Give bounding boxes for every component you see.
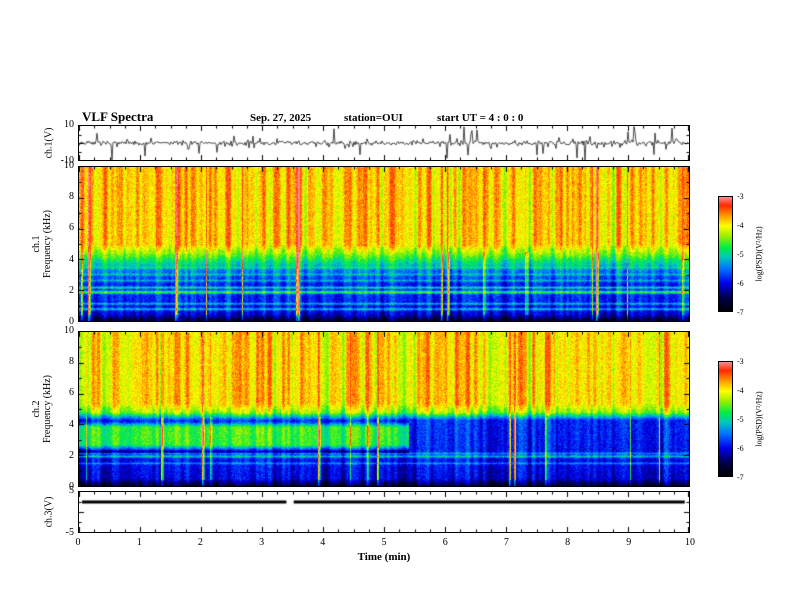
colorbar-ch1-label: log(PSD)(V²/Hz) [754, 226, 764, 282]
station-label: station=OUI [344, 112, 403, 124]
colorbar-ch1 [718, 196, 733, 312]
colorbar-tick-label: -4 [737, 221, 744, 230]
freq-tick-label: 10 [64, 325, 74, 336]
colorbar-tick-label: -4 [737, 386, 744, 395]
colorbar-ch2-label: log(PSD)(V²/Hz) [754, 391, 764, 447]
ch1-spectrogram-canvas [79, 167, 689, 321]
freq-tick-label: 8 [69, 356, 74, 368]
start-ut-label: start UT = 4 : 0 : 0 [437, 112, 524, 124]
colorbar-tick-label: -7 [737, 308, 744, 317]
colorbar-tick-label: -6 [737, 444, 744, 453]
colorbar-tick-label: -3 [737, 192, 744, 201]
ch2-spectrogram-canvas [79, 332, 689, 486]
date-label: Sep. 27, 2025 [250, 112, 312, 124]
ch1-spec-ylabel: ch.1 Frequency (kHz) [31, 210, 53, 278]
freq-tick-label: 2 [69, 284, 74, 296]
ch1-waveform-canvas [79, 126, 689, 160]
ch1-wave-ytick-min: -10 [60, 155, 74, 166]
ch3-ytick-min: -5 [65, 527, 74, 538]
freq-tick-label: 0 [69, 481, 74, 492]
x-tick-label: 5 [381, 537, 387, 548]
ch3-ytick-max: 5 [69, 485, 74, 496]
ch3-panel [78, 491, 690, 533]
x-tick-label: 8 [565, 537, 571, 548]
ch2-spec-ylabel-axis: Frequency (kHz) [42, 374, 53, 444]
ch2-spec-ylabel-channel: ch.2 [31, 400, 42, 418]
x-tick-label: 6 [442, 537, 448, 548]
ch1-spec-ylabel-axis: Frequency (kHz) [42, 209, 53, 279]
colorbar-ch2-canvas [719, 362, 732, 476]
x-tick-label: 4 [320, 537, 326, 548]
colorbar-ch1-canvas [719, 197, 732, 311]
ch1-wave-ytick-max: 10 [64, 119, 74, 130]
ch2-spectrogram-panel [78, 331, 690, 487]
colorbar-tick-label: -3 [737, 357, 744, 366]
freq-tick-label: 4 [69, 253, 74, 265]
ch1-spectrogram-panel [78, 166, 690, 322]
x-tick-label: 3 [259, 537, 265, 548]
freq-tick-label: 6 [69, 222, 74, 234]
freq-tick-label: 8 [69, 191, 74, 203]
colorbar-tick-label: -7 [737, 473, 744, 482]
x-tick-label: 2 [197, 537, 203, 548]
ch1-spec-ylabel-channel: ch.1 [31, 235, 42, 253]
ch2-spec-ylabel: ch.2 Frequency (kHz) [31, 375, 53, 443]
colorbar-tick-label: -5 [737, 250, 744, 259]
freq-tick-label: 2 [69, 449, 74, 461]
freq-tick-label: 0 [69, 316, 74, 327]
ch1-wave-ylabel: ch.1(V) [43, 127, 55, 159]
freq-tick-label: 10 [64, 160, 74, 171]
freq-tick-label: 4 [69, 418, 74, 430]
x-tick-label: 9 [626, 537, 632, 548]
ch3-canvas [79, 492, 689, 532]
colorbar-tick-label: -6 [737, 279, 744, 288]
freq-tick-label: 6 [69, 387, 74, 399]
colorbar-ch2 [718, 361, 733, 477]
x-axis-label: Time (min) [357, 551, 411, 563]
page-title: VLF Spectra [82, 109, 154, 124]
x-tick-label: 7 [503, 537, 509, 548]
ch1-waveform-panel [78, 125, 690, 161]
x-tick-label: 0 [75, 537, 81, 548]
x-tick-label: 1 [136, 537, 142, 548]
ch3-ylabel: ch.3(V) [43, 496, 55, 528]
colorbar-tick-label: -5 [737, 415, 744, 424]
x-tick-label: 10 [685, 537, 695, 548]
